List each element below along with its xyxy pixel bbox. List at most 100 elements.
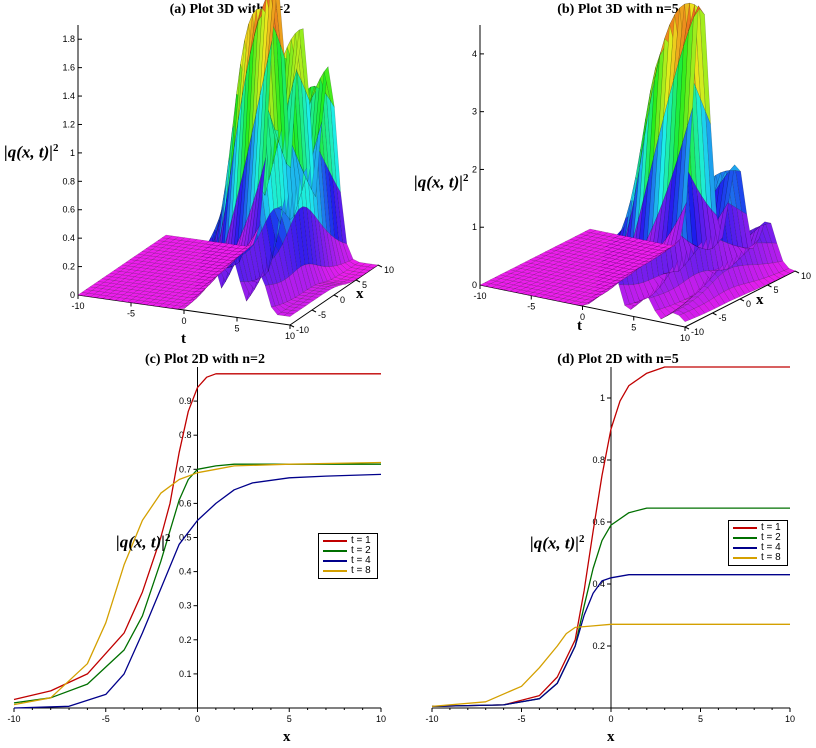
t-tick-label: 0 bbox=[580, 312, 585, 322]
surface-facet bbox=[283, 312, 295, 317]
x-tick-label: -10 bbox=[296, 325, 309, 335]
x-tick bbox=[712, 312, 717, 316]
x-tick-label: -5 bbox=[102, 714, 110, 724]
panel-d: (d) Plot 2D with n=5 -10 -5 0 5 10 0.2 0.4 0.6 0… bbox=[408, 350, 816, 748]
line-chart-d: -10 -5 0 5 10 0.2 0.4 0.6 0.8 1 bbox=[425, 366, 795, 724]
x-tick-label: 5 bbox=[362, 280, 367, 290]
y-tick-label: 0.8 bbox=[179, 430, 192, 440]
panel-d-title: (d) Plot 2D with n=5 bbox=[557, 352, 679, 367]
x-tick bbox=[684, 326, 690, 330]
surface-facet bbox=[367, 263, 379, 268]
panel-b-tlabel: t bbox=[577, 318, 582, 334]
t-tick-label: -10 bbox=[473, 291, 486, 301]
surface-facet bbox=[335, 282, 347, 286]
surface-facet bbox=[355, 272, 367, 277]
z-tick-label: 0 bbox=[472, 280, 477, 290]
panel-c-ylabel: |q(x, t)|2 bbox=[116, 532, 171, 552]
panel-c-title: (c) Plot 2D with n=2 bbox=[145, 352, 265, 367]
surface-facet bbox=[359, 269, 371, 274]
y-tick-label: 0.5 bbox=[179, 533, 192, 543]
surface-mesh bbox=[77, 0, 379, 317]
legend-item: t = 2 bbox=[323, 546, 371, 556]
legend-item: t = 4 bbox=[323, 556, 371, 566]
x-tick-label: -10 bbox=[425, 714, 438, 724]
surface-facet bbox=[753, 279, 766, 288]
z-tick-label: 0.2 bbox=[62, 262, 75, 272]
surface-facet bbox=[729, 164, 742, 172]
x-tick-label: -5 bbox=[517, 714, 525, 724]
surface-facet bbox=[263, 0, 274, 77]
z-tick-label: 2 bbox=[472, 164, 477, 174]
x-tick-label: -10 bbox=[7, 714, 20, 724]
surface-facet bbox=[259, 0, 270, 96]
surface-facet bbox=[347, 277, 359, 281]
y-tick-label: 1 bbox=[600, 393, 605, 403]
t-tick-label: 5 bbox=[234, 324, 239, 334]
panel-d-ylabel: |q(x, t)|2 bbox=[530, 533, 585, 553]
surface-facet bbox=[343, 279, 355, 283]
surface-facet bbox=[678, 312, 691, 322]
x-tick-label: -5 bbox=[719, 313, 727, 323]
surface-facet bbox=[783, 268, 796, 274]
surface-facet bbox=[327, 284, 339, 288]
panel-a-tlabel: t bbox=[181, 331, 186, 347]
surface-facet bbox=[763, 276, 776, 284]
x-tick bbox=[794, 270, 800, 274]
z-tick-label: 1.4 bbox=[62, 91, 75, 101]
panel-d-xlabel: x bbox=[607, 729, 615, 745]
x-tick bbox=[377, 264, 383, 268]
z-tick-label: 0 bbox=[70, 290, 75, 300]
y-tick-label: 0.4 bbox=[592, 579, 605, 589]
series-line bbox=[431, 366, 790, 708]
z-tick-label: 0.4 bbox=[62, 233, 75, 243]
legend-item: t = 4 bbox=[733, 543, 781, 553]
legend-item: t = 8 bbox=[323, 566, 371, 576]
surface-b: 0 1 2 3 4 -10 -5 0 5 10 10 5 0 -5 -10 bbox=[472, 2, 811, 343]
legend-item: t = 1 bbox=[323, 536, 371, 546]
surface-facet bbox=[287, 310, 299, 315]
z-tick-label: 1.2 bbox=[62, 119, 75, 129]
x-tick-label: 10 bbox=[376, 714, 386, 724]
surface-facet bbox=[299, 301, 311, 306]
surface-facet bbox=[748, 281, 761, 291]
z-tick-label: 1 bbox=[70, 148, 75, 158]
series-line bbox=[13, 463, 381, 704]
x-tick-label: 0 bbox=[746, 299, 751, 309]
panel-c-xlabel: x bbox=[283, 729, 291, 745]
y-tick-label: 0.1 bbox=[179, 669, 192, 679]
y-tick-label: 0.4 bbox=[179, 567, 192, 577]
panel-a-xlabel: x bbox=[356, 286, 364, 302]
x-tick bbox=[289, 324, 295, 328]
z-tick-label: 1 bbox=[472, 222, 477, 232]
y-tick-label: 0.2 bbox=[179, 635, 192, 645]
t-tick-label: -5 bbox=[527, 302, 535, 312]
surface-facet bbox=[351, 274, 363, 279]
series-line bbox=[13, 461, 382, 706]
z-tick-label: 0.6 bbox=[62, 205, 75, 215]
x-tick-label: 10 bbox=[785, 714, 795, 724]
x-tick-label: 0 bbox=[340, 295, 345, 305]
t-tick-label: 10 bbox=[680, 333, 690, 343]
legend-item: t = 1 bbox=[733, 523, 781, 533]
x-tick bbox=[739, 298, 745, 302]
surface-facet bbox=[307, 296, 319, 301]
panel-a: (a) Plot 3D with n=2 0 0.2 0.4 0.6 0.8 1 1.2 1.… bbox=[0, 0, 408, 350]
legend-item: t = 2 bbox=[733, 533, 781, 543]
series-line bbox=[13, 473, 382, 709]
panel-c: (c) Plot 2D with n=2 -10 -5 0 5 10 0.1 0.2 0.3 0… bbox=[0, 350, 408, 748]
y-tick-label: 0.9 bbox=[179, 396, 192, 406]
panel-d-legend: t = 1 t = 2 t = 4 t = 8 bbox=[728, 520, 788, 566]
z-tick-label: 0.8 bbox=[62, 176, 75, 186]
y-tick-label: 0.2 bbox=[592, 641, 605, 651]
x-tick-label: 5 bbox=[774, 285, 779, 295]
x-tick-label: -5 bbox=[318, 310, 326, 320]
x-tick-label: 0 bbox=[195, 714, 200, 724]
y-tick-label: 0.8 bbox=[592, 455, 605, 465]
x-tick bbox=[311, 309, 317, 313]
t-tick-label: -10 bbox=[71, 301, 84, 311]
t-tick-label: -5 bbox=[127, 309, 135, 319]
series-line bbox=[431, 574, 790, 708]
z-tick-label: 1.8 bbox=[62, 34, 75, 44]
panel-c-legend: t = 1 t = 2 t = 4 t = 8 bbox=[318, 533, 378, 579]
panel-b-xlabel: x bbox=[756, 292, 764, 308]
